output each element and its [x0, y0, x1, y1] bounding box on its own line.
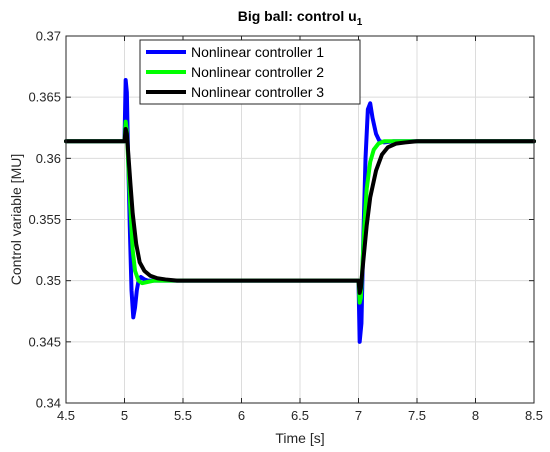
x-tick-label: 8.5	[525, 408, 543, 423]
y-tick-label: 0.365	[28, 90, 61, 105]
x-tick-label: 7	[355, 408, 362, 423]
x-tick-label: 7.5	[408, 408, 426, 423]
legend-entry-label: Nonlinear controller 3	[191, 84, 324, 100]
chart-title-subscript: 1	[357, 17, 363, 28]
y-tick-label: 0.35	[36, 273, 61, 288]
x-axis-label: Time [s]	[275, 430, 324, 446]
y-tick-label: 0.355	[28, 212, 61, 227]
y-tick-label: 0.345	[28, 334, 61, 349]
series-layer	[64, 78, 536, 344]
y-axis-label: Control variable [MU]	[8, 154, 24, 286]
x-tick-label: 5.5	[174, 408, 192, 423]
y-tick-label: 0.37	[36, 29, 61, 44]
y-tick-label: 0.36	[36, 151, 61, 166]
x-tick-label: 6	[238, 408, 245, 423]
x-tick-label: 5	[121, 408, 128, 423]
ticks: 4.5 5 5.5 6 6.5 7 7.5 8 8.5 0.34 0.345 0.35 0.355 0.3…	[28, 29, 543, 424]
chart-title-main: Big ball: control u	[238, 8, 357, 24]
chart-title: Big ball: control u1	[238, 8, 363, 28]
legend: Nonlinear controller 1 Nonlinear controll…	[139, 39, 361, 105]
legend-entry-label: Nonlinear controller 1	[191, 44, 324, 60]
series-line	[64, 126, 536, 295]
x-tick-label: 4.5	[57, 408, 75, 423]
x-tick-label: 8	[472, 408, 479, 423]
y-tick-label: 0.34	[36, 396, 61, 411]
x-tick-label: 6.5	[291, 408, 309, 423]
legend-entry-label: Nonlinear controller 2	[191, 64, 324, 80]
